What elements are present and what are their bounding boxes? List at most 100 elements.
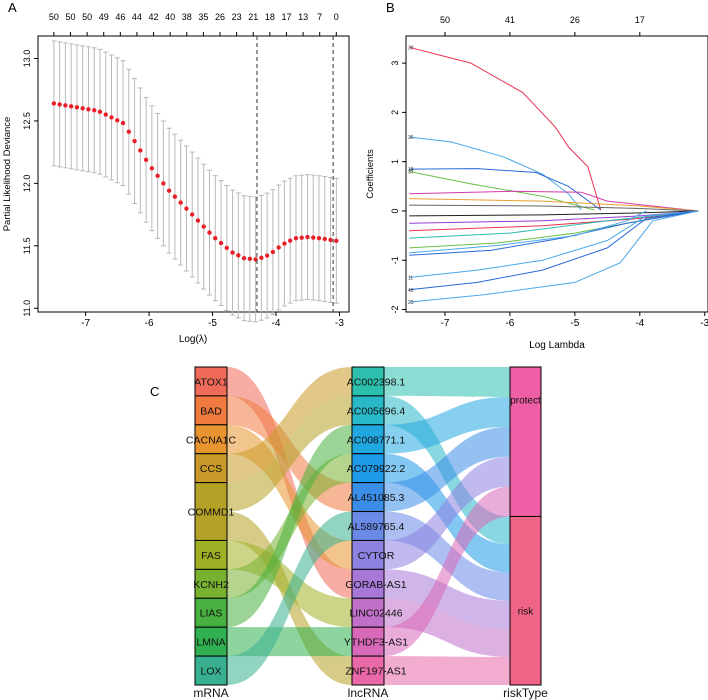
sankey-ribbon (384, 456, 510, 570)
panel-a-x-ticks: -7 -6 -5 -4 -3 (81, 312, 344, 329)
deviance-point (92, 108, 97, 113)
panel-c-sankey: C ATOX1 BAD CACNA1C CCS COMMD1 FAS KCNH2 LIAS LM… (150, 366, 548, 700)
x-tick-label: -4 (635, 318, 644, 329)
lncrna-node-label: AC008771.1 (347, 434, 406, 446)
lncrna-node-label: AL589765.4 (348, 521, 405, 533)
coef-path-label: 40 (408, 288, 414, 294)
sankey-ribbon (384, 367, 510, 397)
mrna-node (194, 655, 228, 686)
coef-path-s8 (409, 210, 699, 217)
sankey-ribbon (384, 486, 510, 657)
deviance-point (97, 109, 103, 114)
deviance-point (316, 235, 322, 241)
panel-b-series-lines (409, 46, 699, 303)
mrna-node-label: COMMD1 (188, 507, 235, 519)
top-tick-label: 50 (65, 12, 75, 22)
mrna-node-label: BAD (200, 405, 222, 417)
deviance-point (241, 256, 247, 261)
deviance-point (322, 236, 327, 242)
sankey-ribbon (227, 367, 352, 483)
panel-a-top-ticks: 50 50 50 49 46 44 42 40 38 35 26 23 21 18 17 13 7 0 (49, 12, 339, 36)
top-tick-label: 23 (232, 12, 242, 22)
y-tick-label: -1 (390, 256, 400, 264)
panel-b-label: B (386, 0, 395, 15)
mrna-node (194, 597, 228, 628)
deviance-point (311, 235, 316, 240)
deviance-point (184, 206, 189, 211)
deviance-point (172, 194, 178, 199)
x-tick-label: -6 (145, 318, 154, 329)
deviance-point (143, 157, 149, 162)
top-tick-label: 38 (182, 12, 192, 22)
deviance-point (63, 103, 68, 108)
panel-b-x-ticks: -7 -6 -5 -4 -3 (441, 312, 708, 329)
mrna-node (194, 568, 228, 599)
top-tick-label: 18 (265, 12, 275, 22)
risk-node-label: risk (518, 607, 535, 618)
deviance-point (115, 118, 120, 123)
top-tick-label: 17 (281, 12, 291, 22)
deviance-point (224, 245, 229, 251)
coef-path-39 (409, 46, 602, 211)
mrna-node-label: LMNA (196, 637, 225, 649)
deviance-point (57, 102, 62, 107)
panel-c-axis-labels: mRNA lncRNA riskType (193, 686, 548, 700)
risk-node-label: protect (510, 396, 541, 407)
panel-a-error-bars (51, 40, 339, 323)
deviance-point (109, 115, 114, 120)
coef-path-40 (409, 210, 699, 291)
lncrna-node (351, 626, 385, 657)
coef-path-s13 (409, 210, 699, 256)
x-tick-label: -4 (272, 318, 281, 329)
lncrna-node-label: YTHDF3-AS1 (344, 637, 408, 649)
deviance-point (132, 138, 137, 144)
top-tick-label: 26 (215, 12, 225, 22)
coef-path-label: 11 (408, 276, 413, 282)
coef-path-11 (409, 210, 699, 278)
y-tick-label: 11.5 (22, 237, 32, 254)
lncrna-node (351, 395, 385, 426)
coef-path-s6 (409, 198, 699, 212)
lncrna-node (351, 366, 385, 397)
panel-b-y-label: Coefficients (365, 149, 376, 199)
mrna-node-label: LOX (200, 666, 221, 678)
deviance-point (213, 235, 218, 241)
deviance-point (207, 230, 212, 235)
deviance-point (126, 129, 132, 134)
panel-a-plot-frame (37, 35, 350, 313)
panel-b-x-label: Log Lambda (529, 340, 585, 351)
deviance-point (287, 238, 293, 243)
top-tick-label: 50 (82, 12, 92, 22)
coef-path-label: 18 (408, 167, 414, 173)
coef-path-s7 (409, 204, 699, 212)
x-tick-label: -3 (335, 318, 344, 329)
panel-c-label: C (150, 384, 159, 399)
deviance-point (155, 173, 160, 179)
top-tick-label: 44 (132, 12, 142, 22)
deviance-point (166, 188, 172, 193)
y-tick-label: 2 (390, 110, 400, 115)
x-tick-label: -3 (700, 318, 708, 329)
x-tick-label: -6 (505, 318, 514, 329)
deviance-point (80, 106, 85, 111)
top-tick-label: 21 (248, 12, 258, 22)
deviance-point (74, 105, 80, 110)
deviance-point (305, 234, 310, 240)
mrna-node (194, 395, 228, 426)
coef-path-s11 (409, 210, 699, 239)
deviance-point (299, 235, 304, 240)
deviance-point (103, 112, 108, 117)
lncrna-node-label: AC005696.4 (347, 405, 406, 417)
x-tick-label: -5 (208, 318, 217, 329)
lncrna-node-label: AC079922.2 (347, 463, 406, 475)
coef-path-s14 (409, 210, 647, 254)
mrna-node (194, 539, 228, 570)
mrna-node (194, 482, 228, 541)
deviance-point (293, 236, 299, 241)
y-tick-label: 3 (390, 61, 400, 66)
deviance-point (190, 212, 195, 217)
deviance-point (178, 200, 183, 205)
sankey-ribbon (227, 424, 352, 628)
sankey-ribbon (227, 511, 352, 685)
